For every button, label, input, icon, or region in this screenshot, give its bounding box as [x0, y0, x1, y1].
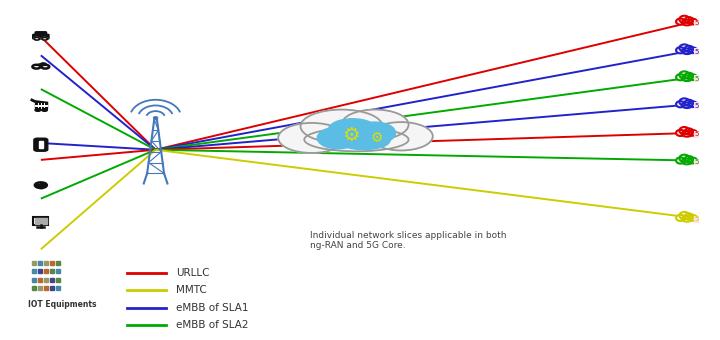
FancyBboxPatch shape	[33, 217, 48, 225]
Text: MMTC: MMTC	[176, 285, 207, 295]
Circle shape	[32, 65, 40, 69]
Text: 5: 5	[694, 216, 699, 222]
Ellipse shape	[676, 47, 685, 53]
Ellipse shape	[685, 100, 693, 106]
Ellipse shape	[676, 157, 685, 164]
Ellipse shape	[676, 215, 685, 221]
Circle shape	[42, 109, 48, 111]
Ellipse shape	[682, 75, 693, 81]
FancyBboxPatch shape	[34, 138, 48, 151]
Ellipse shape	[676, 130, 685, 136]
Ellipse shape	[676, 19, 685, 25]
Ellipse shape	[682, 131, 693, 137]
Ellipse shape	[682, 102, 693, 108]
Polygon shape	[35, 63, 46, 66]
Text: 5: 5	[694, 131, 699, 137]
Text: 5: 5	[694, 76, 699, 82]
FancyBboxPatch shape	[35, 103, 47, 108]
Text: 5: 5	[694, 103, 699, 109]
Ellipse shape	[676, 101, 685, 107]
Text: ⚙: ⚙	[342, 126, 359, 145]
Text: Individual network slices applicable in both
ng-RAN and 5G Core.: Individual network slices applicable in …	[310, 231, 506, 250]
Text: IOT Equipments: IOT Equipments	[28, 300, 96, 309]
Ellipse shape	[685, 129, 693, 135]
FancyBboxPatch shape	[35, 218, 48, 224]
Ellipse shape	[680, 45, 689, 51]
Ellipse shape	[318, 127, 359, 149]
Ellipse shape	[338, 131, 390, 150]
Ellipse shape	[300, 109, 382, 143]
Ellipse shape	[689, 48, 697, 53]
Ellipse shape	[685, 17, 693, 23]
Ellipse shape	[680, 127, 689, 134]
Circle shape	[35, 109, 41, 111]
Ellipse shape	[682, 48, 693, 54]
Ellipse shape	[680, 212, 689, 219]
Circle shape	[34, 37, 40, 40]
Ellipse shape	[680, 155, 689, 162]
Ellipse shape	[685, 156, 693, 162]
Circle shape	[153, 117, 158, 119]
Ellipse shape	[680, 71, 689, 79]
Text: eMBB of SLA1: eMBB of SLA1	[176, 303, 248, 313]
Ellipse shape	[341, 109, 408, 140]
Ellipse shape	[689, 74, 697, 80]
Ellipse shape	[689, 101, 697, 107]
Ellipse shape	[682, 216, 693, 222]
Ellipse shape	[278, 123, 345, 153]
Ellipse shape	[689, 158, 697, 164]
FancyBboxPatch shape	[39, 141, 43, 149]
Ellipse shape	[685, 214, 693, 220]
Ellipse shape	[685, 46, 693, 52]
FancyBboxPatch shape	[35, 32, 47, 36]
Ellipse shape	[689, 130, 697, 136]
Circle shape	[35, 182, 47, 188]
Text: 5: 5	[694, 159, 699, 165]
Text: 5: 5	[694, 20, 699, 26]
Ellipse shape	[689, 215, 697, 221]
Circle shape	[41, 65, 49, 69]
Ellipse shape	[689, 19, 697, 24]
Text: eMBB of SLA2: eMBB of SLA2	[176, 320, 248, 330]
Circle shape	[42, 37, 48, 40]
Ellipse shape	[328, 119, 377, 140]
Ellipse shape	[354, 122, 395, 144]
Ellipse shape	[369, 122, 433, 151]
Ellipse shape	[676, 74, 685, 80]
Text: URLLC: URLLC	[176, 268, 210, 278]
Ellipse shape	[682, 159, 693, 164]
Ellipse shape	[305, 128, 408, 151]
Ellipse shape	[680, 98, 689, 105]
Ellipse shape	[685, 73, 693, 79]
Text: ⚙: ⚙	[371, 131, 383, 145]
Text: 5: 5	[694, 49, 699, 55]
FancyBboxPatch shape	[32, 34, 49, 39]
Ellipse shape	[680, 16, 689, 23]
Ellipse shape	[682, 20, 693, 26]
